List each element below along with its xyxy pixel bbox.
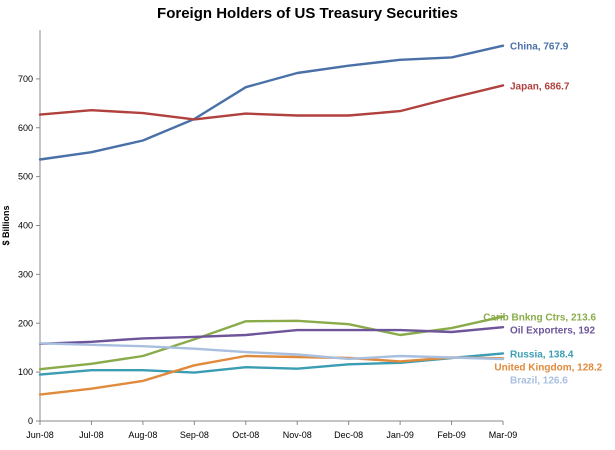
x-tick-label: Nov-08 [283, 430, 312, 440]
y-tick-label: 100 [18, 367, 33, 377]
x-tick-label: Jan-09 [386, 430, 414, 440]
y-tick-label: 500 [18, 172, 33, 182]
x-tick-label: Dec-08 [334, 430, 363, 440]
series-line-japan [38, 84, 505, 121]
series-line-carib-bnkng-ctrs [38, 315, 505, 371]
series-lines [38, 44, 505, 396]
series-line-oil-exporters [38, 326, 505, 345]
series-end-label: China, 767.9 [510, 42, 569, 53]
y-tick-label: 200 [18, 318, 33, 328]
series-end-label: United Kingdom, 128.2 [494, 362, 602, 373]
chart-title: Foreign Holders of US Treasury Securitie… [157, 5, 458, 22]
x-tick-label: Oct-08 [232, 430, 259, 440]
series-labels: China, 767.9 Japan, 686.7 Carib Bnkng Ctrs… [483, 42, 602, 387]
series-line-brazil [38, 342, 505, 361]
y-tick-group: 0 100 200 300 400 500 600 700 [18, 74, 40, 426]
y-tick-label: 0 [28, 416, 33, 426]
x-tick-group: Jun-08 Jul-08 Aug-08 Sep-08 Oct-08 Nov-08 Dec-… [26, 421, 517, 440]
series-end-label: Oil Exporters, 192 [510, 326, 595, 337]
x-tick-label: Sep-08 [180, 430, 209, 440]
y-tick-label: 600 [18, 123, 33, 133]
series-line-united-kingdom [38, 354, 505, 396]
x-tick-label: Jun-08 [26, 430, 54, 440]
series-end-label: Japan, 686.7 [510, 81, 570, 92]
x-tick-label: Feb-09 [437, 430, 466, 440]
y-axis-label: $ Billions [1, 205, 11, 245]
series-end-label: Brazil, 126.6 [510, 375, 568, 386]
x-tick-label: Jul-08 [79, 430, 104, 440]
series-line-china [38, 44, 505, 161]
series-end-label: Carib Bnkng Ctrs, 213.6 [483, 313, 596, 324]
x-tick-label: Aug-08 [128, 430, 157, 440]
y-tick-label: 300 [18, 269, 33, 279]
y-tick-label: 400 [18, 221, 33, 231]
series-end-label: Russia, 138.4 [510, 349, 574, 360]
y-tick-label: 700 [18, 74, 33, 84]
x-tick-label: Mar-09 [489, 430, 518, 440]
